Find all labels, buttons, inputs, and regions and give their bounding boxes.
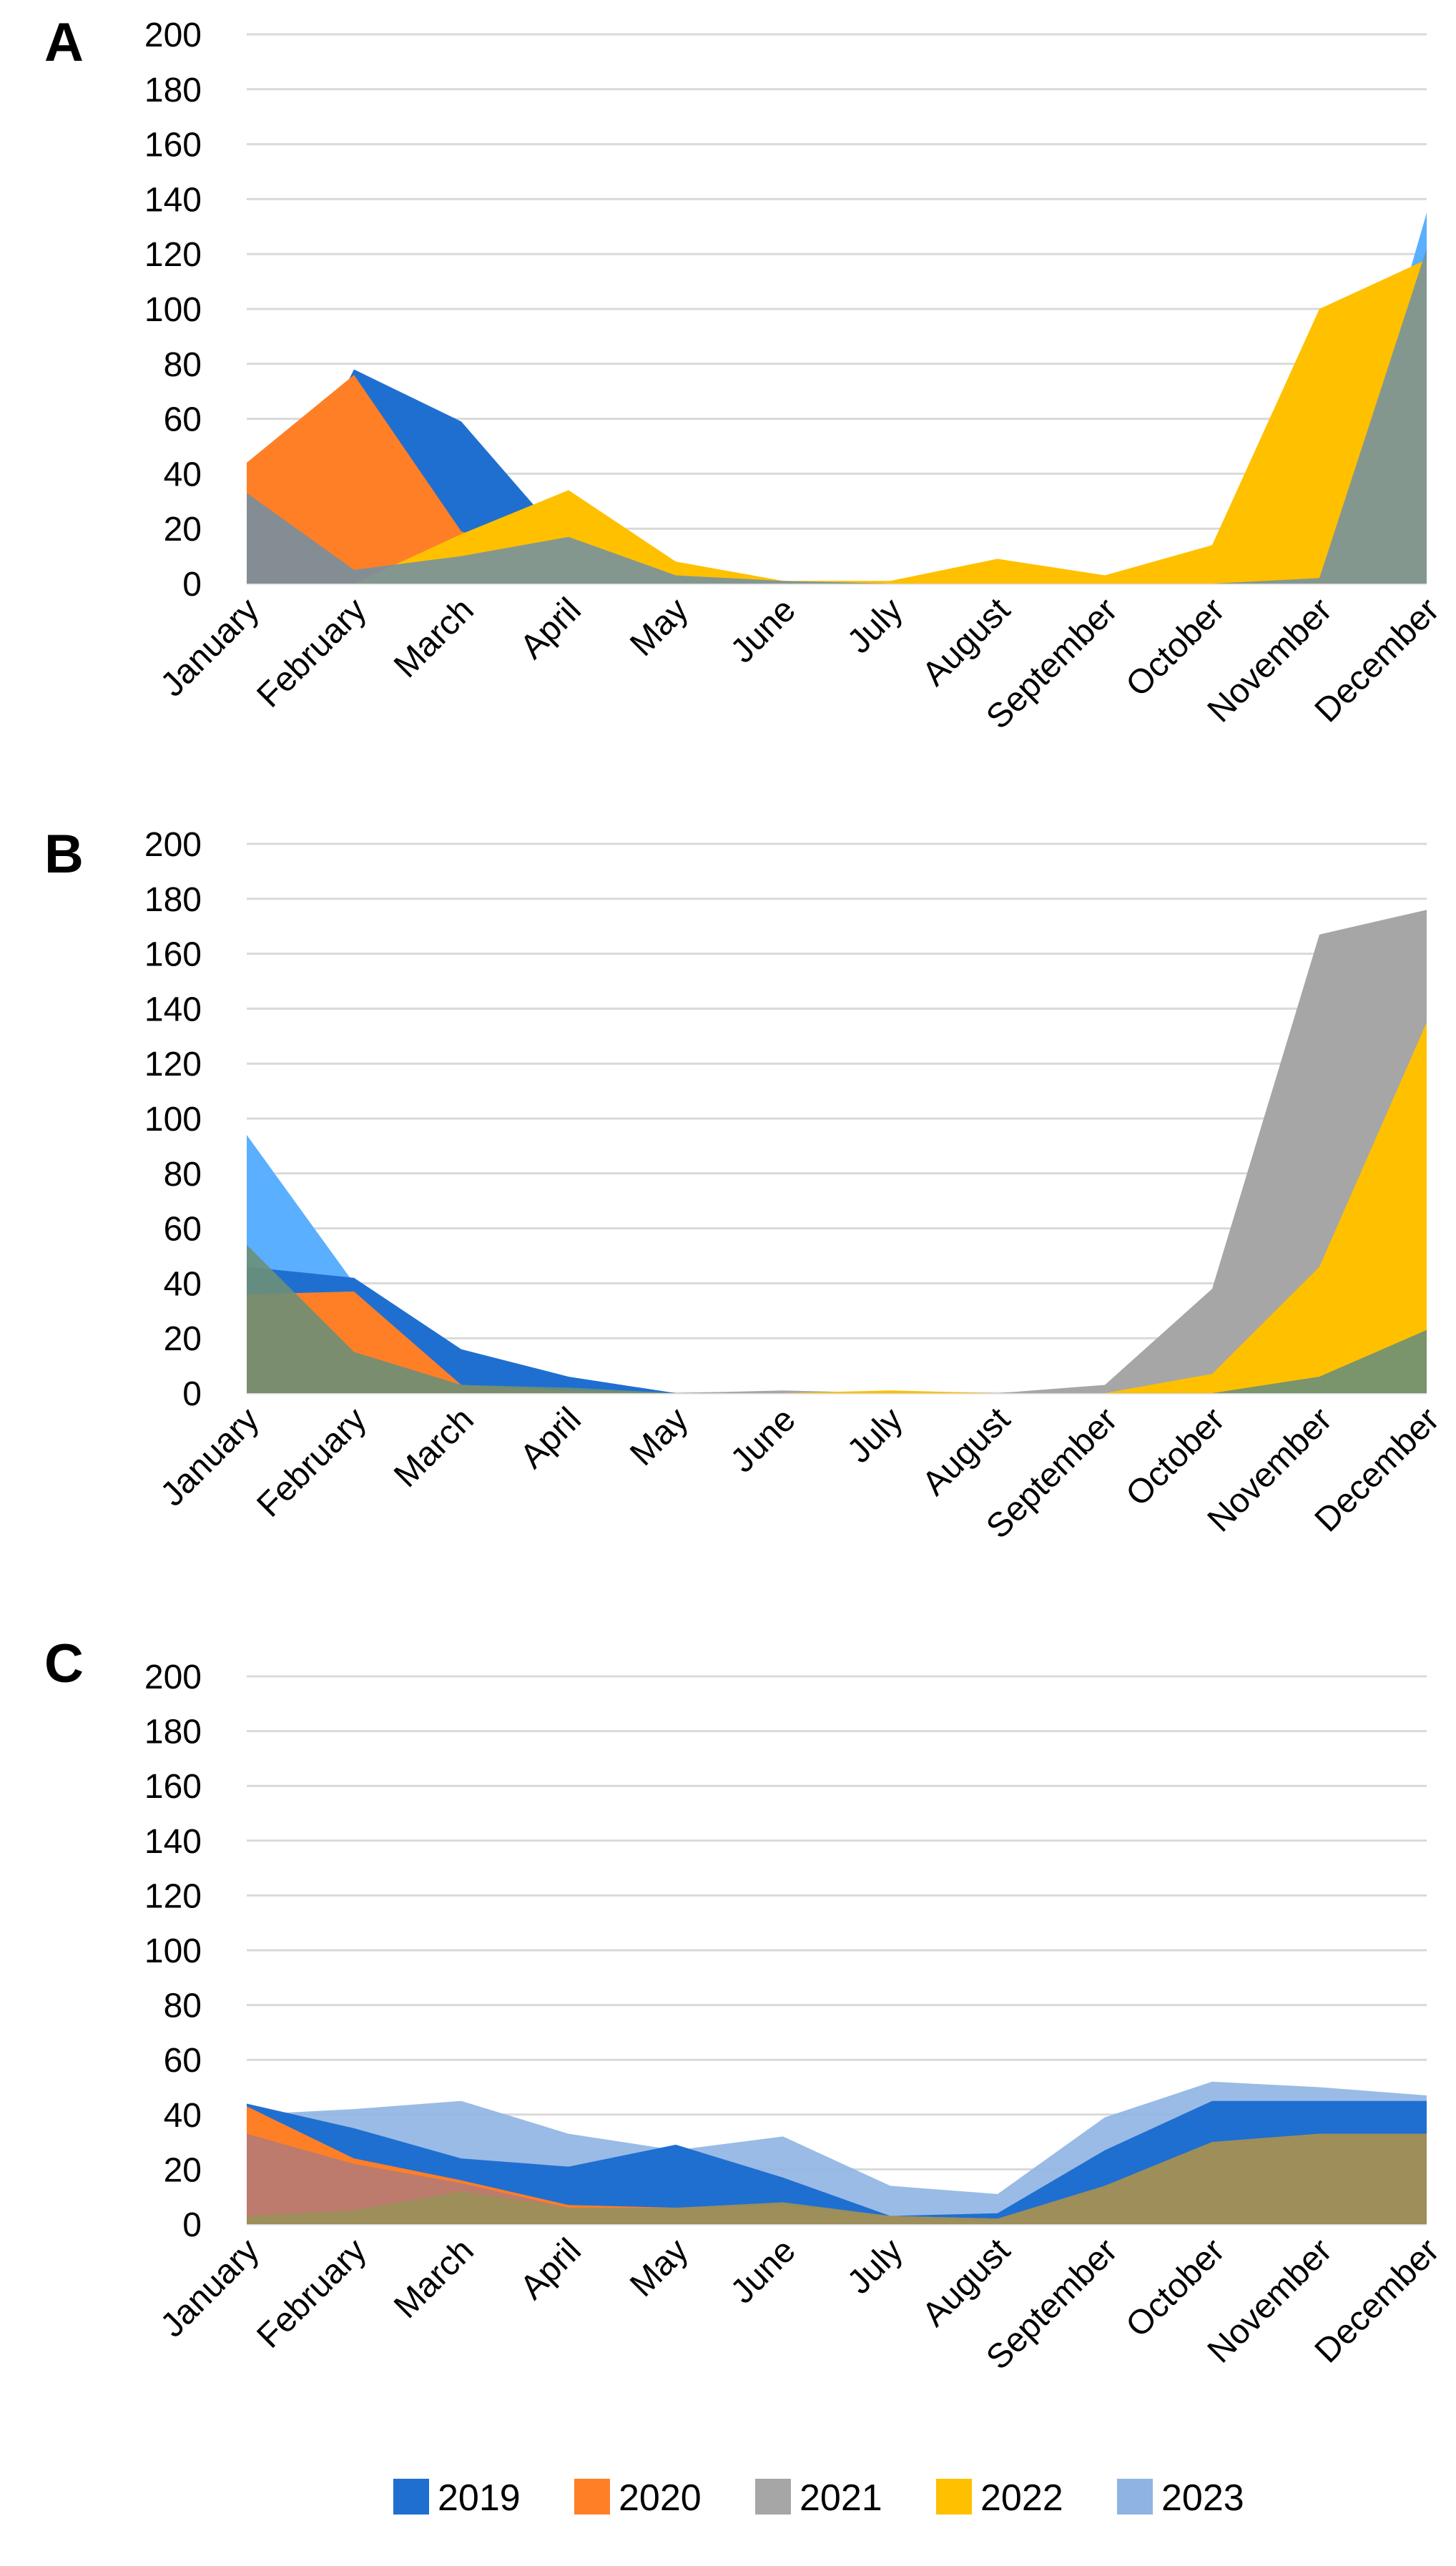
- y-tick-label: 20: [164, 2151, 202, 2189]
- series-area-2021-base-: [247, 1244, 1427, 1393]
- y-tick-label: 80: [164, 346, 202, 384]
- legend-label: 2019: [438, 2477, 521, 2519]
- x-tick-label: October: [1119, 591, 1232, 704]
- series-area-2021: [247, 910, 1427, 1393]
- x-tick-label: May: [623, 591, 696, 664]
- y-tick-label: 100: [144, 291, 202, 329]
- y-tick-label: 40: [164, 456, 202, 493]
- y-tick-label: 140: [144, 1823, 202, 1861]
- y-tick-label: 20: [164, 511, 202, 549]
- series-area-2022: [247, 1022, 1427, 1393]
- panel-b: B 0 20 40 60 80 100 120 140 160 180 200 JanuaryFebru…: [44, 824, 1447, 1546]
- legend-swatch: [574, 2479, 610, 2515]
- x-tick-label: March: [387, 2231, 481, 2326]
- x-tick-label: April: [513, 591, 588, 666]
- series-area-2020: [247, 375, 1427, 584]
- x-tick-label: January: [154, 1400, 267, 1513]
- y-tick-label: 160: [144, 1768, 202, 1806]
- legend-label: 2022: [980, 2477, 1063, 2519]
- x-tick-label: August: [915, 1400, 1018, 1503]
- y-tick-label: 120: [144, 1877, 202, 1915]
- x-tick-label: February: [250, 591, 373, 714]
- panel-label: B: [44, 824, 84, 885]
- panel-a: A 0 20 40 60 80 100 120 140 160 180 200 JanuaryFebru…: [44, 12, 1447, 737]
- y-tick-label: 120: [144, 1046, 202, 1083]
- x-tick-label: June: [724, 591, 803, 670]
- y-tick-label: 140: [144, 181, 202, 219]
- y-tick-label: 20: [164, 1320, 202, 1358]
- y-tick-label: 80: [164, 1156, 202, 1194]
- y-tick-label: 200: [144, 1658, 202, 1696]
- x-tick-label: August: [915, 591, 1018, 693]
- x-tick-label: March: [387, 591, 481, 685]
- y-tick-label: 160: [144, 936, 202, 974]
- y-tick-label: 0: [182, 2206, 202, 2244]
- y-tick-label: 160: [144, 127, 202, 164]
- panel-label: A: [44, 12, 84, 73]
- series-area-2022: [247, 259, 1427, 584]
- x-tick-label: May: [623, 1400, 696, 1473]
- x-tick-label: October: [1119, 2231, 1232, 2344]
- legend: 2019 2020 2021 2022 2023: [393, 2477, 1244, 2519]
- x-tick-label: June: [724, 2231, 803, 2311]
- x-tick-label: August: [915, 2231, 1018, 2334]
- y-tick-label: 180: [144, 881, 202, 919]
- y-tick-label: 200: [144, 826, 202, 864]
- y-tick-label: 180: [144, 1714, 202, 1751]
- x-tick-label: October: [1119, 1400, 1232, 1513]
- y-tick-label: 180: [144, 72, 202, 109]
- x-tick-label: July: [840, 2231, 910, 2301]
- x-tick-label: April: [513, 1400, 588, 1475]
- x-tick-label: July: [840, 591, 910, 661]
- legend-swatch: [393, 2479, 429, 2515]
- y-tick-label: 40: [164, 1265, 202, 1303]
- y-tick-label: 120: [144, 236, 202, 274]
- x-tick-label: March: [387, 1400, 481, 1495]
- panel-c: C 0 20 40 60 80 100 120 140 160 180 200 JanuaryFebru…: [44, 1633, 1447, 2377]
- legend-label: 2021: [800, 2477, 882, 2519]
- legend-label: 2020: [619, 2477, 702, 2519]
- y-tick-label: 60: [164, 2042, 202, 2080]
- y-tick-label: 200: [144, 16, 202, 54]
- y-tick-label: 100: [144, 1101, 202, 1139]
- panel-label: C: [44, 1633, 84, 1694]
- x-tick-label: June: [724, 1400, 803, 1480]
- x-tick-label: July: [840, 1400, 910, 1470]
- x-tick-label: May: [623, 2231, 696, 2304]
- series-area-2022: [247, 2133, 1427, 2224]
- y-tick-label: 60: [164, 1211, 202, 1249]
- x-tick-label: April: [513, 2231, 588, 2306]
- legend-label: 2023: [1161, 2477, 1244, 2519]
- x-tick-label: January: [154, 591, 267, 704]
- y-tick-label: 100: [144, 1932, 202, 1970]
- y-tick-label: 0: [182, 1375, 202, 1413]
- y-tick-label: 140: [144, 990, 202, 1028]
- y-tick-label: 80: [164, 1987, 202, 2025]
- legend-swatch: [1117, 2479, 1153, 2515]
- y-tick-label: 60: [164, 401, 202, 439]
- y-tick-label: 0: [182, 566, 202, 604]
- x-tick-label: February: [250, 2231, 373, 2355]
- y-tick-label: 40: [164, 2097, 202, 2135]
- legend-swatch: [936, 2479, 972, 2515]
- legend-swatch: [755, 2479, 791, 2515]
- x-tick-label: February: [250, 1400, 373, 1524]
- x-tick-label: January: [154, 2231, 267, 2344]
